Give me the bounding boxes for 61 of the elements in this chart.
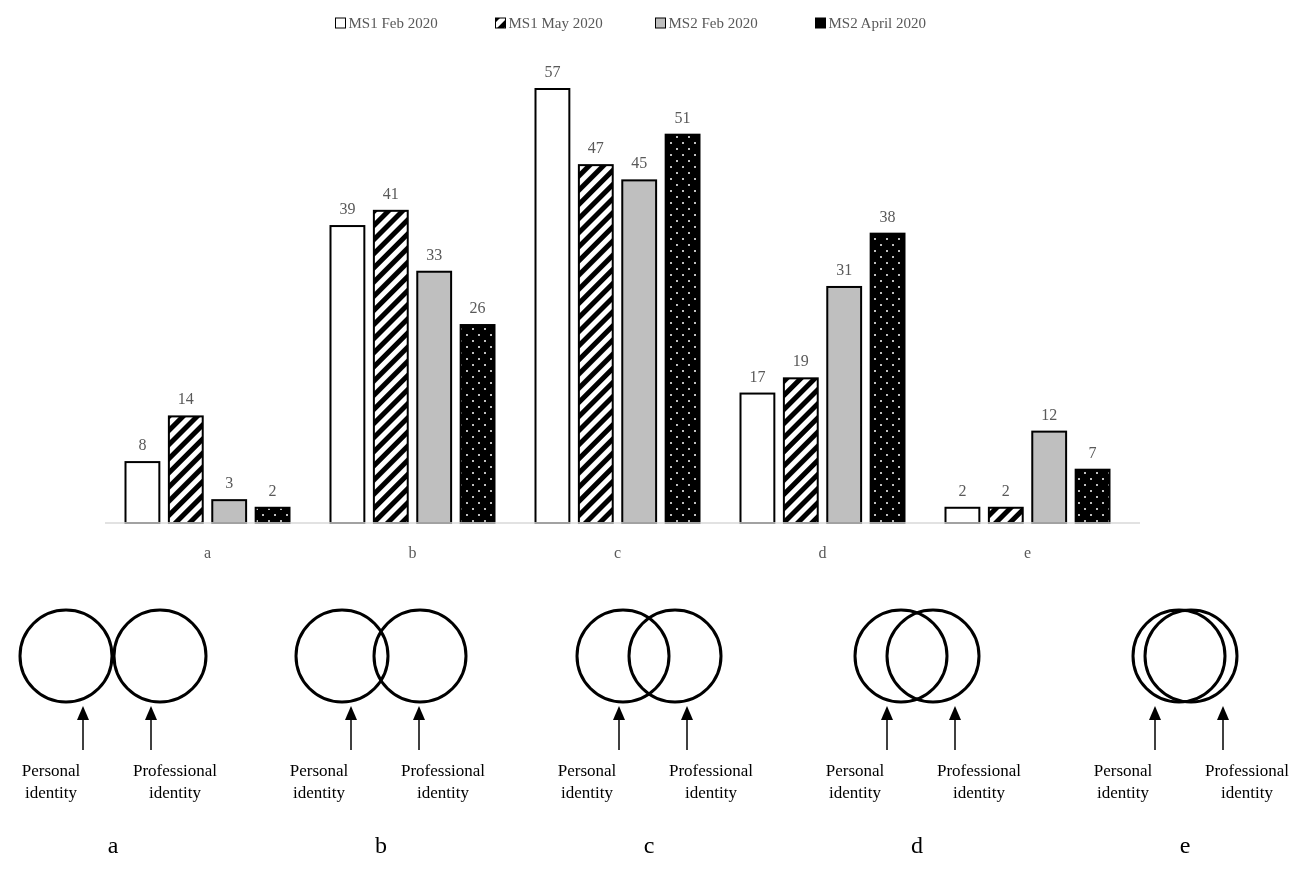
text: Personal identity <box>289 761 349 802</box>
bar <box>1031 430 1068 524</box>
text: a <box>107 832 119 858</box>
text: Personal identity <box>21 761 81 802</box>
text: e <box>1179 832 1191 858</box>
data-label: 19 <box>792 352 809 370</box>
data-label: 57 <box>544 63 561 80</box>
data-label: 2 <box>268 481 277 499</box>
text: Professional identity <box>132 761 218 802</box>
data-label: 45 <box>631 154 648 172</box>
bar <box>1074 468 1111 524</box>
data-label: 7 <box>1088 443 1097 461</box>
data-label: 26 <box>469 299 486 317</box>
data-label: 2 <box>958 481 967 499</box>
data-label: 14 <box>177 390 194 408</box>
bar <box>664 133 701 524</box>
text: Personal identity <box>557 761 617 802</box>
bar <box>459 324 496 524</box>
data-label: 39 <box>339 200 356 218</box>
data-label: 51 <box>674 108 691 126</box>
legend-label: MS1 Feb 2020 <box>348 15 438 31</box>
text: d <box>911 832 923 858</box>
text: Professional identity <box>668 761 754 802</box>
bar <box>124 461 161 524</box>
bar <box>372 209 409 524</box>
x-tick-label: b <box>408 544 417 561</box>
text: Personal identity <box>1093 761 1153 802</box>
bar <box>826 285 863 524</box>
text: Professional identity <box>400 761 486 802</box>
bar <box>329 225 366 524</box>
legend-label: MS2 Feb 2020 <box>668 15 758 31</box>
data-label: 38 <box>879 207 896 225</box>
data-label: 47 <box>587 139 604 157</box>
x-tick-label: d <box>818 544 827 561</box>
bar <box>211 499 248 524</box>
bar <box>577 164 614 524</box>
legend-label: MS1 May 2020 <box>508 15 603 31</box>
text: b <box>375 832 387 858</box>
bar <box>782 377 819 524</box>
data-label: 12 <box>1041 405 1058 423</box>
bar <box>621 179 658 524</box>
data-label: 41 <box>382 184 399 202</box>
bar <box>416 270 453 524</box>
data-label: 31 <box>836 260 853 278</box>
text: Professional identity <box>936 761 1022 802</box>
x-tick-label: a <box>203 544 212 561</box>
x-tick-label: e <box>1023 544 1032 561</box>
bar <box>534 88 571 524</box>
bar <box>739 392 776 524</box>
data-label: 8 <box>138 436 147 454</box>
data-label: 3 <box>225 474 234 492</box>
data-label: 2 <box>1001 481 1010 499</box>
bar <box>869 232 906 524</box>
text: Professional identity <box>1204 761 1290 802</box>
x-tick-label: c <box>613 544 622 561</box>
bar <box>167 415 204 524</box>
text: Personal identity <box>825 761 885 802</box>
legend-label: MS2 April 2020 <box>828 15 927 31</box>
text: c <box>643 832 655 858</box>
data-label: 33 <box>426 245 443 263</box>
data-label: 17 <box>749 367 766 385</box>
